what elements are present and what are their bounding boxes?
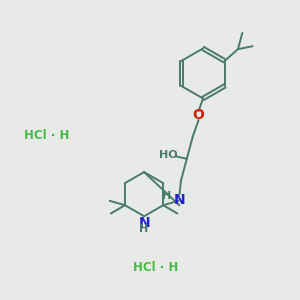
Text: N: N	[138, 216, 150, 230]
Text: N: N	[174, 193, 185, 207]
Text: HCl · H: HCl · H	[133, 261, 178, 274]
Text: H: H	[140, 224, 149, 234]
Text: H: H	[163, 190, 172, 201]
Text: HO: HO	[159, 150, 178, 160]
Text: O: O	[193, 108, 205, 122]
Text: HCl · H: HCl · H	[24, 129, 70, 142]
